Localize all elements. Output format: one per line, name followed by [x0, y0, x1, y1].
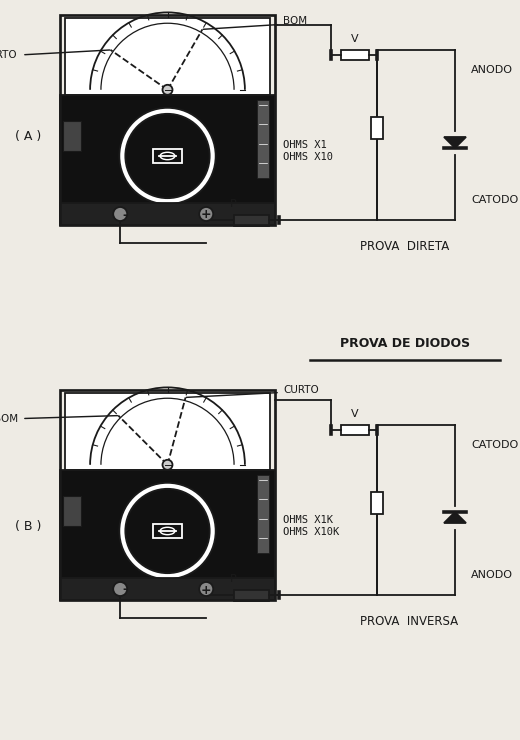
Circle shape	[199, 207, 213, 221]
Text: PROVA  DIRETA: PROVA DIRETA	[360, 240, 449, 253]
Text: -: -	[123, 209, 128, 221]
Bar	[60, 203, 275, 225]
Text: P: P	[230, 199, 237, 209]
Text: V: V	[351, 409, 359, 419]
Text: BOM: BOM	[0, 414, 18, 423]
Bar	[341, 425, 369, 435]
Ellipse shape	[160, 152, 175, 160]
Text: +: +	[201, 209, 212, 221]
Text: BOM: BOM	[283, 16, 307, 27]
Text: CURTO: CURTO	[283, 385, 319, 394]
Bar	[257, 100, 269, 178]
Bar	[371, 491, 383, 514]
Text: ( A ): ( A )	[15, 130, 41, 144]
Text: ANODO: ANODO	[471, 65, 513, 75]
Circle shape	[162, 460, 173, 470]
Bar	[233, 215, 269, 226]
Bar	[60, 470, 275, 600]
Bar	[60, 390, 275, 600]
Text: V: V	[351, 34, 359, 44]
Text: PROVA  INVERSA: PROVA INVERSA	[360, 615, 458, 628]
Bar	[63, 496, 81, 526]
Bar	[153, 149, 183, 164]
Polygon shape	[444, 137, 466, 148]
Circle shape	[125, 489, 210, 574]
Polygon shape	[444, 512, 466, 523]
Bar	[60, 578, 275, 600]
Text: +: +	[201, 584, 212, 596]
Bar	[371, 116, 383, 138]
Ellipse shape	[160, 528, 175, 535]
Text: CATODO: CATODO	[471, 440, 518, 450]
Text: OHMS X1K
OHMS X10K: OHMS X1K OHMS X10K	[283, 515, 339, 536]
Bar	[60, 15, 275, 225]
Bar	[257, 475, 269, 553]
Bar	[65, 18, 270, 95]
Text: P: P	[230, 574, 237, 584]
Bar	[65, 393, 270, 470]
Text: ( B ): ( B )	[15, 520, 42, 533]
Bar	[63, 121, 81, 151]
Bar	[341, 50, 369, 60]
Text: ANODO: ANODO	[471, 570, 513, 580]
Circle shape	[125, 114, 210, 198]
Bar	[233, 590, 269, 600]
Bar	[60, 95, 275, 225]
Circle shape	[119, 482, 216, 579]
Circle shape	[162, 85, 173, 95]
Text: PROVA DE DIODOS: PROVA DE DIODOS	[340, 337, 470, 350]
Text: CATODO: CATODO	[471, 195, 518, 205]
Text: -: -	[123, 584, 128, 596]
Text: ABERTO: ABERTO	[0, 50, 18, 60]
Circle shape	[199, 582, 213, 596]
Circle shape	[113, 207, 127, 221]
Text: OHMS X1
OHMS X10: OHMS X1 OHMS X10	[283, 140, 333, 162]
Circle shape	[113, 582, 127, 596]
Circle shape	[119, 108, 216, 204]
Bar	[153, 524, 183, 539]
